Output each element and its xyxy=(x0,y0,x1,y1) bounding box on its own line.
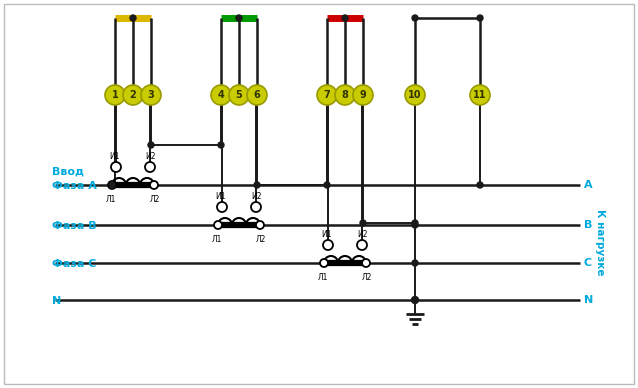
Circle shape xyxy=(405,85,425,105)
Text: N: N xyxy=(584,295,593,305)
FancyBboxPatch shape xyxy=(4,4,634,384)
Circle shape xyxy=(109,182,115,188)
Text: 7: 7 xyxy=(323,90,330,100)
Circle shape xyxy=(214,221,222,229)
Text: К нагрузке: К нагрузке xyxy=(595,209,605,276)
Text: И1: И1 xyxy=(216,192,226,201)
Circle shape xyxy=(477,182,483,188)
Text: 4: 4 xyxy=(218,90,225,100)
Circle shape xyxy=(148,142,154,148)
Circle shape xyxy=(211,85,231,105)
Circle shape xyxy=(362,259,370,267)
Circle shape xyxy=(105,85,125,105)
Text: 2: 2 xyxy=(130,90,137,100)
Circle shape xyxy=(251,202,261,212)
Circle shape xyxy=(254,182,260,188)
Text: И1: И1 xyxy=(110,152,120,161)
Circle shape xyxy=(412,222,418,228)
Circle shape xyxy=(360,220,366,226)
Circle shape xyxy=(412,220,418,226)
Text: Ввод: Ввод xyxy=(52,166,84,176)
Circle shape xyxy=(229,85,249,105)
Text: И2: И2 xyxy=(145,152,156,161)
Circle shape xyxy=(141,85,161,105)
Text: 11: 11 xyxy=(473,90,487,100)
Text: 1: 1 xyxy=(112,90,119,100)
Text: 3: 3 xyxy=(147,90,154,100)
Text: B: B xyxy=(584,220,592,230)
Circle shape xyxy=(320,259,328,267)
Text: Фаза A: Фаза A xyxy=(52,181,97,191)
Text: Фаза B: Фаза B xyxy=(52,221,96,231)
Text: 10: 10 xyxy=(408,90,422,100)
Text: C: C xyxy=(584,258,592,268)
Circle shape xyxy=(218,142,224,148)
Circle shape xyxy=(353,85,373,105)
Text: Л2: Л2 xyxy=(256,235,266,244)
Text: И2: И2 xyxy=(358,230,368,239)
Text: Л1: Л1 xyxy=(318,273,328,282)
Circle shape xyxy=(317,85,337,105)
Text: Л1: Л1 xyxy=(212,235,222,244)
Text: 9: 9 xyxy=(360,90,366,100)
Text: Фаза C: Фаза C xyxy=(52,259,96,269)
Circle shape xyxy=(412,296,419,303)
Circle shape xyxy=(145,162,155,172)
Circle shape xyxy=(130,15,136,21)
Circle shape xyxy=(123,85,143,105)
Circle shape xyxy=(247,85,267,105)
Text: 5: 5 xyxy=(235,90,242,100)
Text: Л2: Л2 xyxy=(150,195,160,204)
Circle shape xyxy=(108,181,116,189)
Circle shape xyxy=(150,181,158,189)
Circle shape xyxy=(323,240,333,250)
Text: И1: И1 xyxy=(322,230,332,239)
Circle shape xyxy=(111,162,121,172)
Text: 8: 8 xyxy=(341,90,348,100)
Text: Л1: Л1 xyxy=(106,195,116,204)
Circle shape xyxy=(470,85,490,105)
Text: Л2: Л2 xyxy=(362,273,372,282)
Circle shape xyxy=(357,240,367,250)
Circle shape xyxy=(342,15,348,21)
Text: N: N xyxy=(52,296,61,306)
Circle shape xyxy=(236,15,242,21)
Circle shape xyxy=(477,15,483,21)
Text: И2: И2 xyxy=(252,192,262,201)
Circle shape xyxy=(324,182,330,188)
Circle shape xyxy=(412,15,418,21)
Circle shape xyxy=(412,260,418,266)
Text: 6: 6 xyxy=(254,90,260,100)
Circle shape xyxy=(256,221,264,229)
Circle shape xyxy=(217,202,227,212)
Text: A: A xyxy=(584,180,593,190)
Circle shape xyxy=(335,85,355,105)
